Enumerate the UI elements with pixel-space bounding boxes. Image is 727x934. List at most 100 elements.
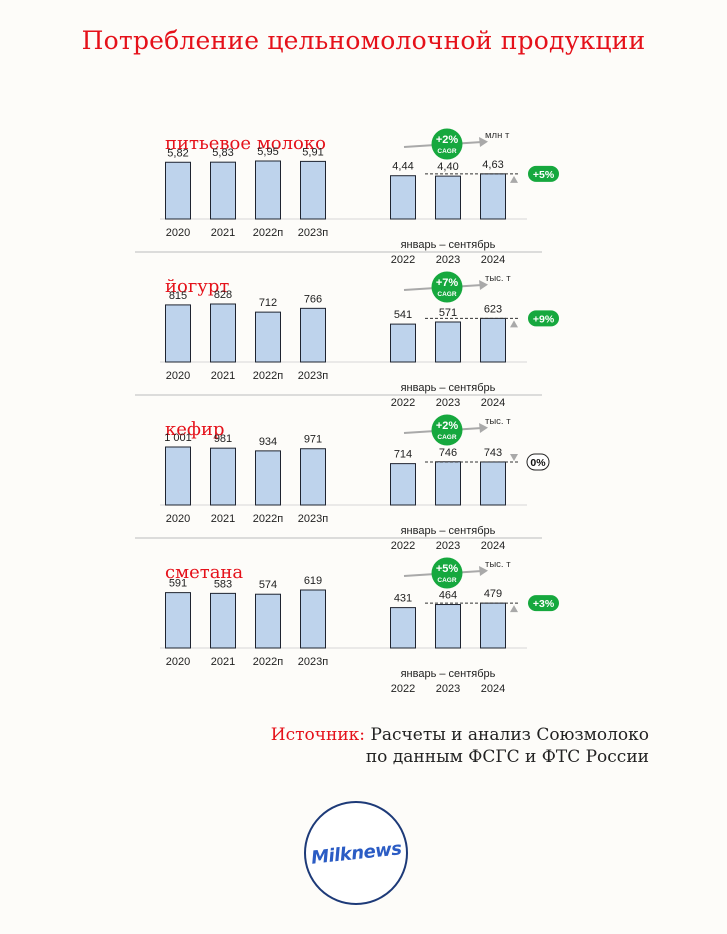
x-tick-label: 2021 <box>211 227 235 239</box>
bar <box>300 307 326 363</box>
bar-value-label: 591 <box>169 578 187 590</box>
bar <box>435 604 461 649</box>
change-badge <box>528 165 559 182</box>
bar <box>390 463 416 506</box>
panel-title: йогурт <box>165 276 229 297</box>
x-tick-label: 2023 <box>436 397 460 409</box>
change-badge <box>526 453 550 471</box>
bar-value-label: 4,44 <box>392 161 413 173</box>
x-tick-label: 2022 <box>391 683 415 695</box>
trend-up-icon <box>510 320 518 328</box>
bar-value-label: 743 <box>484 447 502 459</box>
cagr-value: +5% <box>436 563 459 575</box>
x-tick-label: 2023п <box>298 370 328 382</box>
bar <box>210 447 236 506</box>
unit-label: тыс. т <box>485 559 511 570</box>
bar <box>435 321 461 363</box>
unit-label: тыс. т <box>485 273 511 284</box>
bar <box>300 589 326 649</box>
bar-value-label: 571 <box>439 307 457 319</box>
panel-title: питьевое молоко <box>165 133 326 154</box>
bar <box>210 161 236 220</box>
source-line-1: Расчеты и анализ Союзмолоко <box>370 725 649 745</box>
bar <box>210 303 236 363</box>
source-line-2: по данным ФСГС и ФТС России <box>365 747 649 767</box>
change-badge <box>528 595 559 612</box>
x-tick-label: 2022п <box>253 227 283 239</box>
bar-value-label: 4,63 <box>482 159 503 171</box>
cagr-label: CAGR <box>437 577 456 584</box>
source-label: Источник: <box>270 725 366 745</box>
x-tick-label: 2020 <box>166 513 190 525</box>
bar <box>210 592 236 649</box>
bar-value-label: 5,83 <box>212 147 233 159</box>
bar-value-label: 619 <box>304 575 322 587</box>
bar <box>165 446 191 506</box>
x-tick-label: 2022 <box>391 254 415 266</box>
x-tick-label: 2021 <box>211 656 235 668</box>
change-badge-label: +5% <box>533 169 555 181</box>
bar <box>255 450 281 506</box>
bar-value-label: 828 <box>214 289 232 301</box>
x-tick-label: 2023 <box>436 540 460 552</box>
bar-value-label: 574 <box>259 579 277 591</box>
period-label: январь – сентябрь <box>401 239 496 251</box>
change-badge-label: 0% <box>530 457 546 469</box>
x-tick-label: 2024 <box>481 683 505 695</box>
trend-up-icon <box>510 605 518 613</box>
x-tick-label: 2023 <box>436 683 460 695</box>
x-tick-label: 2023п <box>298 656 328 668</box>
x-tick-label: 2023п <box>298 513 328 525</box>
x-tick-label: 2021 <box>211 513 235 525</box>
cagr-label: CAGR <box>437 148 456 155</box>
bar <box>255 593 281 649</box>
x-tick-label: 2020 <box>166 370 190 382</box>
cagr-value: +2% <box>436 420 459 432</box>
x-tick-label: 2021 <box>211 370 235 382</box>
bar-value-label: 431 <box>394 593 412 605</box>
bar-value-label: 766 <box>304 293 322 305</box>
cagr-value: +7% <box>436 277 459 289</box>
cagr-arrow-icon <box>479 423 488 433</box>
bar-value-label: 464 <box>439 590 457 602</box>
cagr-value: +2% <box>436 134 459 146</box>
bar-value-label: 746 <box>439 447 457 459</box>
bar-value-label: 5,91 <box>302 146 323 158</box>
trend-up-icon <box>510 175 518 183</box>
cagr-badge <box>431 557 463 589</box>
page-title: Потребление цельномолочной продукции <box>81 26 646 55</box>
bar-value-label: 583 <box>214 578 232 590</box>
bar <box>390 607 416 649</box>
bar-value-label: 623 <box>484 303 502 315</box>
x-tick-label: 2024 <box>481 540 505 552</box>
bar <box>300 160 326 220</box>
x-tick-label: 2022п <box>253 513 283 525</box>
bar <box>435 461 461 506</box>
bar <box>165 304 191 363</box>
cagr-label: CAGR <box>437 291 456 298</box>
bar-value-label: 541 <box>394 309 412 321</box>
cagr-arrow-icon <box>479 137 488 147</box>
bar <box>300 448 326 506</box>
bar <box>480 461 506 506</box>
panel-title: сметана <box>165 562 243 583</box>
bar <box>390 175 416 220</box>
bar-value-label: 5,82 <box>167 147 188 159</box>
change-badge <box>528 310 559 327</box>
unit-label: тыс. т <box>485 416 511 427</box>
x-tick-label: 2022 <box>391 397 415 409</box>
cagr-arrow-icon <box>479 566 488 576</box>
bar-value-label: 981 <box>214 433 232 445</box>
period-label: январь – сентябрь <box>401 668 496 680</box>
bar-value-label: 1 001 <box>164 432 192 444</box>
bar <box>255 160 281 220</box>
source-note: Источник: Расчеты и анализ Союзмолоко по… <box>271 724 649 768</box>
bar <box>165 592 191 649</box>
bar-value-label: 815 <box>169 290 187 302</box>
milknews-logo: Milknews <box>304 801 408 905</box>
